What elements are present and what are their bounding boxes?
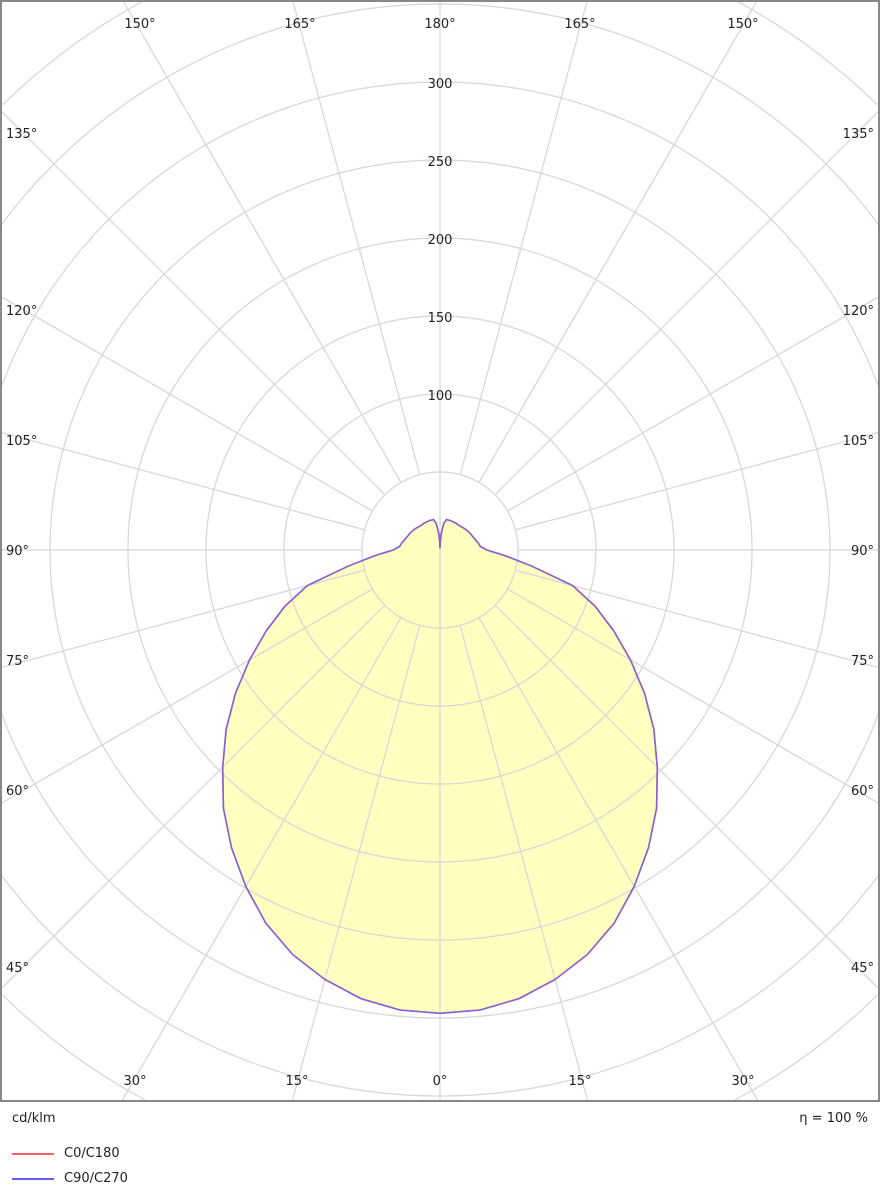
angle-label: 30° bbox=[731, 1074, 754, 1089]
angle-label: 15° bbox=[568, 1074, 591, 1089]
angle-label: 90° bbox=[6, 544, 29, 559]
angle-label: 105° bbox=[6, 434, 37, 449]
legend-label: C0/C180 bbox=[64, 1146, 120, 1161]
angle-label: 120° bbox=[843, 304, 874, 319]
grid-spoke bbox=[0, 604, 386, 990]
legend-item-c90: C90/C270 bbox=[12, 1171, 128, 1186]
grid-spoke bbox=[291, 625, 421, 1102]
legend-swatch bbox=[12, 1177, 54, 1180]
angle-label: 120° bbox=[6, 304, 37, 319]
grid-spoke bbox=[507, 588, 880, 805]
angle-label: 30° bbox=[123, 1074, 146, 1089]
grid-spoke bbox=[0, 569, 365, 669]
angle-label: 165° bbox=[284, 17, 315, 32]
legend-swatch bbox=[12, 1152, 54, 1155]
grid-spoke bbox=[515, 431, 880, 531]
legend-item-c0: C0/C180 bbox=[12, 1146, 120, 1161]
angle-label: 75° bbox=[6, 654, 29, 669]
grid-spoke bbox=[121, 617, 402, 1102]
grid-spoke bbox=[459, 625, 589, 1102]
efficiency-label: η = 100 % bbox=[799, 1111, 868, 1126]
angle-label: 45° bbox=[851, 961, 874, 976]
angle-label: 45° bbox=[6, 961, 29, 976]
radial-tick-label: 150 bbox=[428, 311, 453, 326]
angle-label: 75° bbox=[851, 654, 874, 669]
radial-tick-label: 250 bbox=[428, 155, 453, 170]
grid-spoke bbox=[478, 617, 759, 1102]
legend-label: C90/C270 bbox=[64, 1171, 128, 1186]
grid-spoke bbox=[459, 0, 588, 475]
grid-spoke bbox=[0, 295, 373, 512]
grid-spoke bbox=[507, 295, 880, 512]
angle-label: 165° bbox=[564, 17, 595, 32]
grid-spoke bbox=[0, 431, 365, 531]
radial-tick-label: 100 bbox=[428, 389, 453, 404]
grid-spoke bbox=[292, 0, 421, 475]
curve-c90-c270 bbox=[221, 518, 659, 1015]
grid-spoke bbox=[0, 588, 373, 805]
grid-spoke bbox=[122, 0, 402, 483]
grid-spoke bbox=[0, 110, 386, 496]
angle-label: 60° bbox=[851, 784, 874, 799]
grid-ring bbox=[2, 1, 878, 1102]
angle-label: 150° bbox=[124, 17, 155, 32]
angle-label: 150° bbox=[727, 17, 758, 32]
angle-label: 135° bbox=[6, 127, 37, 142]
radial-tick-label: 300 bbox=[428, 77, 453, 92]
plot-border bbox=[0, 0, 880, 1102]
grid-spoke bbox=[494, 604, 880, 990]
grid-spoke bbox=[515, 569, 880, 669]
angle-label: 60° bbox=[6, 784, 29, 799]
angle-label: 180° bbox=[424, 17, 455, 32]
angle-label: 15° bbox=[285, 1074, 308, 1089]
angle-label: 0° bbox=[433, 1074, 448, 1089]
angle-label: 135° bbox=[843, 127, 874, 142]
grid-spoke bbox=[478, 0, 758, 483]
grid-spoke bbox=[494, 110, 880, 496]
radial-tick-label: 200 bbox=[428, 233, 453, 248]
unit-label: cd/klm bbox=[12, 1111, 56, 1126]
angle-label: 90° bbox=[851, 544, 874, 559]
angle-label: 105° bbox=[843, 434, 874, 449]
